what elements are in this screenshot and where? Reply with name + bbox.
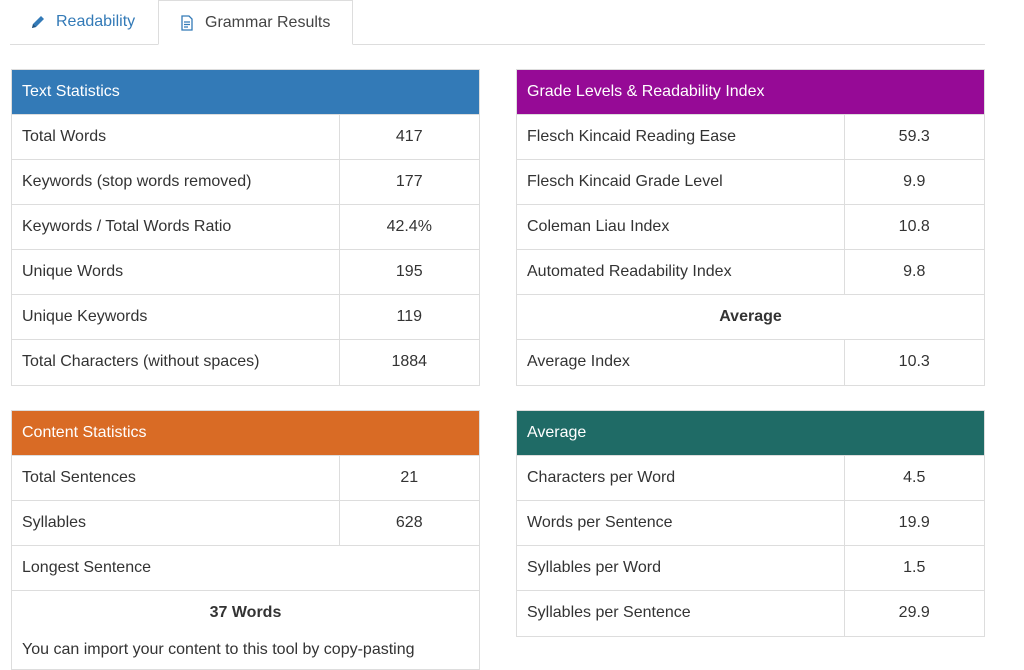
row-value: 42.4% (338, 204, 479, 250)
row-label: Flesch Kincaid Reading Ease (517, 114, 844, 160)
table-row: Automated Readability Index 9.8 (517, 249, 984, 295)
average-heading: Average (517, 294, 984, 340)
row-label: Words per Sentence (517, 500, 844, 546)
table-row: Average (517, 294, 984, 340)
content-statistics-panel: Content Statistics Total Sentences 21 Syl… (11, 410, 480, 670)
row-label: Flesch Kincaid Grade Level (517, 159, 844, 205)
row-value: 1.5 (843, 545, 984, 591)
row-label: Average Index (517, 339, 844, 385)
tab-grammar-results-label: Grammar Results (205, 13, 331, 31)
table-row: Total Sentences 21 (12, 455, 479, 501)
table-row: Keywords / Total Words Ratio 42.4% (12, 204, 479, 250)
panel-title: Average (517, 411, 984, 455)
row-value: 628 (338, 500, 479, 546)
pencil-icon (30, 14, 46, 30)
table-row: Flesch Kincaid Reading Ease 59.3 (517, 114, 984, 160)
tab-readability[interactable]: Readability (10, 0, 158, 44)
table-row: Unique Words 195 (12, 249, 479, 295)
table-row: Syllables per Sentence 29.9 (517, 590, 984, 636)
average-table: Characters per Word 4.5 Words per Sentenc… (517, 455, 984, 636)
import-note: You can import your content to this tool… (22, 640, 415, 658)
row-value: 195 (338, 249, 479, 295)
table-row: Keywords (stop words removed) 177 (12, 159, 479, 205)
panel-title: Content Statistics (12, 411, 479, 455)
longest-sentence-label: Longest Sentence (12, 545, 479, 591)
text-statistics-table: Total Words 417 Keywords (stop words remo… (12, 114, 479, 385)
row-value: 9.9 (843, 159, 984, 205)
row-value: 10.8 (843, 204, 984, 250)
row-value: 417 (338, 114, 479, 160)
row-label: Unique Words (12, 249, 339, 295)
row-label: Total Characters (without spaces) (12, 339, 339, 385)
row-value: 9.8 (843, 249, 984, 295)
row-label: Syllables per Sentence (517, 590, 844, 636)
grade-levels-panel: Grade Levels & Readability Index Flesch … (516, 69, 985, 386)
row-value: 21 (338, 455, 479, 501)
table-row: Average Index 10.3 (517, 339, 984, 385)
grade-levels-table: Flesch Kincaid Reading Ease 59.3 Flesch K… (517, 114, 984, 385)
row-value: 10.3 (843, 339, 984, 385)
row-value: 1884 (338, 339, 479, 385)
row-value: 19.9 (843, 500, 984, 546)
row-label: Unique Keywords (12, 294, 339, 340)
table-row: Longest Sentence (12, 545, 479, 591)
row-label: Keywords (stop words removed) (12, 159, 339, 205)
tab-grammar-results[interactable]: Grammar Results (158, 0, 353, 45)
row-label: Automated Readability Index (517, 249, 844, 295)
row-value: 119 (338, 294, 479, 340)
content-statistics-table: Total Sentences 21 Syllables 628 Longest S… (12, 455, 479, 636)
table-row: Total Characters (without spaces) 1884 (12, 339, 479, 385)
row-value: 29.9 (843, 590, 984, 636)
row-value: 177 (338, 159, 479, 205)
table-row: Words per Sentence 19.9 (517, 500, 984, 546)
row-label: Total Words (12, 114, 339, 160)
table-row: Flesch Kincaid Grade Level 9.9 (517, 159, 984, 205)
document-icon (179, 14, 195, 31)
text-statistics-panel: Text Statistics Total Words 417 Keywords … (11, 69, 480, 386)
row-label: Syllables per Word (517, 545, 844, 591)
table-row: Syllables per Word 1.5 (517, 545, 984, 591)
table-row: Syllables 628 (12, 500, 479, 546)
table-row: Coleman Liau Index 10.8 (517, 204, 984, 250)
row-value: 4.5 (843, 455, 984, 501)
tab-bar: Readability Grammar Results (10, 0, 985, 45)
row-label: Syllables (12, 500, 339, 546)
row-label: Characters per Word (517, 455, 844, 501)
row-label: Keywords / Total Words Ratio (12, 204, 339, 250)
table-row: Characters per Word 4.5 (517, 455, 984, 501)
tab-readability-label: Readability (56, 13, 136, 30)
panel-title: Text Statistics (12, 70, 479, 114)
average-panel: Average Characters per Word 4.5 Words per… (516, 410, 985, 637)
table-row: Unique Keywords 119 (12, 294, 479, 340)
table-row: Total Words 417 (12, 114, 479, 160)
table-row: 37 Words (12, 590, 479, 636)
longest-sentence-value: 37 Words (12, 590, 479, 636)
panel-title: Grade Levels & Readability Index (517, 70, 984, 114)
row-label: Coleman Liau Index (517, 204, 844, 250)
row-label: Total Sentences (12, 455, 339, 501)
row-value: 59.3 (843, 114, 984, 160)
